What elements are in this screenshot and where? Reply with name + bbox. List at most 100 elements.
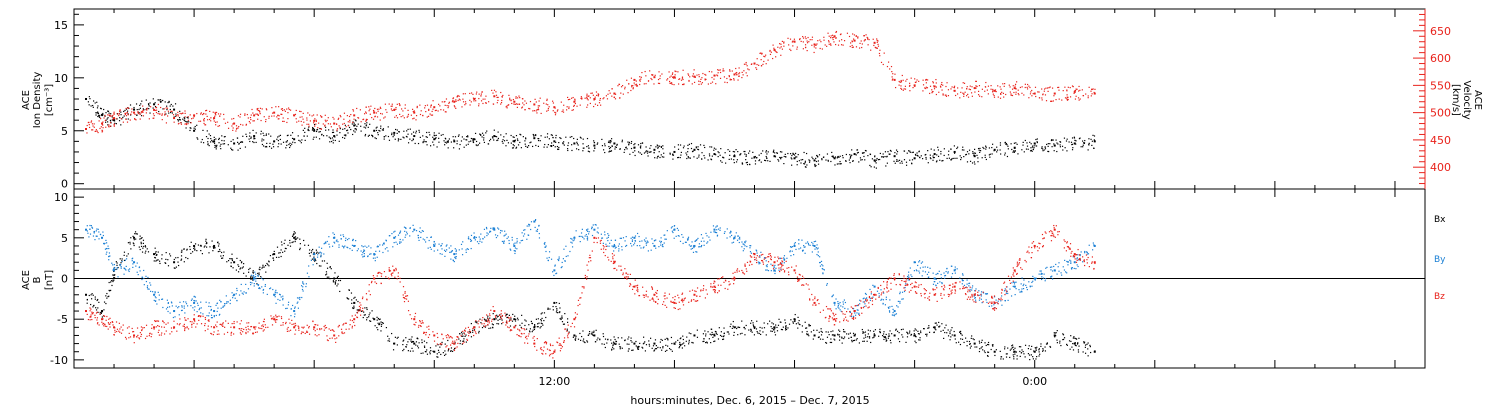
bx-dot [843, 337, 845, 340]
bx-dot [239, 259, 241, 262]
bx-dot [1066, 344, 1068, 346]
velocity-dot [1050, 100, 1052, 103]
by-dot [182, 301, 185, 303]
by-dot [97, 228, 99, 230]
velocity-dot [141, 110, 144, 112]
velocity-dot [430, 114, 432, 116]
density-dot [1024, 139, 1026, 142]
density-dot [291, 143, 293, 145]
bx-dot [794, 319, 796, 321]
velocity-dot [741, 76, 743, 79]
bx-dot [1042, 349, 1044, 351]
by-dot [369, 253, 371, 255]
bx-dot [567, 321, 569, 323]
bx-dot [772, 328, 775, 330]
velocity-dot [729, 69, 731, 71]
by-dot [108, 259, 110, 261]
density-dot [519, 141, 521, 144]
density-dot [215, 148, 217, 150]
bx-dot [902, 336, 904, 338]
velocity-dot [645, 83, 647, 85]
density-dot [623, 151, 625, 153]
density-dot [991, 146, 993, 149]
bx-dot [97, 307, 99, 309]
velocity-dot [481, 91, 483, 93]
density-dot [232, 149, 234, 151]
velocity-dot [1043, 90, 1045, 92]
bx-dot [630, 339, 632, 342]
velocity-dot [632, 88, 634, 90]
velocity-dot [257, 107, 259, 110]
density-dot [374, 137, 376, 139]
bx-dot [273, 250, 275, 253]
velocity-dot [519, 97, 521, 99]
velocity-dot [180, 113, 183, 115]
density-dot [557, 148, 559, 150]
velocity-dot [783, 41, 785, 43]
velocity-dot [1038, 97, 1041, 99]
bx-dot [110, 280, 113, 282]
velocity-dot [400, 116, 402, 118]
density-dot [302, 129, 304, 131]
bx-point [953, 334, 956, 337]
bx-dot [1040, 345, 1042, 348]
density-dot [766, 153, 768, 155]
velocity-dot [177, 123, 180, 125]
by-dot [262, 292, 264, 294]
density-point [973, 155, 976, 158]
bx-dot [158, 260, 161, 262]
density-dot [1044, 148, 1047, 150]
velocity-dot [196, 112, 198, 115]
velocity-dot [537, 109, 539, 111]
density-dot [632, 151, 634, 153]
bx-dot [792, 321, 794, 323]
velocity-point [893, 78, 896, 81]
density-dot [952, 157, 954, 160]
velocity-dot [307, 112, 309, 114]
velocity-dot [256, 108, 258, 110]
density-dot [614, 148, 616, 150]
by-dot [441, 253, 443, 255]
velocity-dot [661, 73, 663, 75]
bx-dot [226, 261, 228, 263]
velocity-dot [696, 74, 698, 76]
density-point [153, 103, 156, 106]
bx-dot [1014, 347, 1016, 349]
by-dot [128, 270, 130, 273]
bx-dot [987, 355, 989, 357]
bx-dot [897, 338, 900, 340]
density-dot [654, 157, 656, 159]
velocity-point [233, 122, 236, 125]
velocity-dot [546, 110, 548, 112]
bx-dot [372, 317, 374, 319]
density-dot [189, 129, 191, 132]
bx-dot [230, 265, 232, 268]
velocity-dot [1028, 97, 1030, 99]
bx-dot [1046, 343, 1048, 345]
bx-dot [1062, 334, 1065, 336]
bx-dot [117, 266, 119, 269]
by-dot [236, 299, 238, 302]
bx-dot [474, 321, 477, 323]
density-dot [1091, 144, 1093, 147]
density-dot [227, 144, 229, 146]
density-dot [467, 135, 469, 137]
by-dot [113, 263, 116, 266]
velocity-dot [184, 116, 186, 118]
velocity-dot [232, 129, 234, 131]
velocity-dot [91, 123, 94, 125]
bx-dot [354, 296, 356, 298]
bx-dot [737, 326, 739, 328]
bx-dot [108, 295, 110, 297]
density-dot [215, 145, 217, 147]
density-dot [422, 141, 424, 144]
bx-dot [223, 251, 225, 253]
density-dot [519, 133, 521, 135]
density-point [173, 108, 176, 111]
velocity-dot [535, 110, 537, 112]
density-dot [969, 160, 972, 162]
bx-dot [774, 334, 777, 336]
by-dot [200, 301, 202, 303]
by-dot [344, 239, 347, 242]
bx-dot [388, 340, 391, 342]
